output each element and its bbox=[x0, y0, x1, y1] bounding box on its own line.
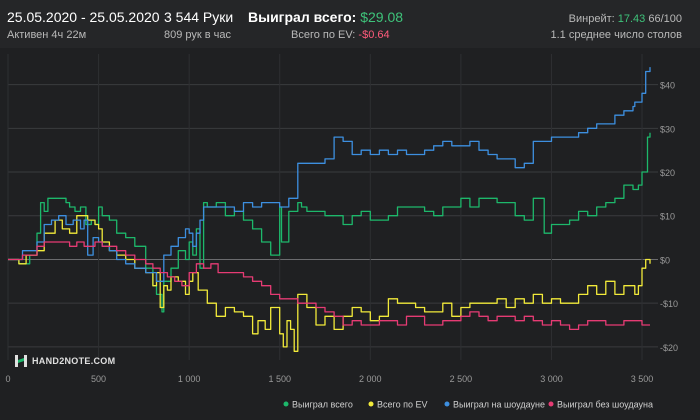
legend-label-ev[interactable]: Всего по EV bbox=[377, 400, 427, 410]
legend-label-won[interactable]: Выиграл всего bbox=[292, 400, 353, 410]
won-total: Выиграл всего: $29.08 bbox=[248, 9, 403, 25]
series-line-nonshowdown[interactable] bbox=[8, 241, 650, 331]
y-tick-label: $10 bbox=[660, 212, 675, 222]
logo: HAND2NOTE.COM bbox=[14, 354, 115, 368]
ev-total: Всего по EV: -$0.64 bbox=[291, 29, 390, 41]
series-line-won[interactable] bbox=[8, 132, 651, 313]
x-tick-label: 3 000 bbox=[540, 374, 563, 384]
y-tick-label: $20 bbox=[660, 168, 675, 178]
won-total-label: Выиграл всего: bbox=[248, 9, 357, 25]
legend-marker-nonshowdown bbox=[548, 401, 554, 407]
chart-legend: Выиграл всего Всего по EV Выиграл на шоуда… bbox=[283, 400, 653, 410]
chart-series bbox=[8, 67, 651, 352]
avg-tables: 1.1 среднее число столов bbox=[550, 29, 682, 41]
winrate-value: 17.43 bbox=[617, 13, 646, 25]
date-range[interactable]: 25.05.2020 - 25.05.2020 bbox=[7, 9, 160, 25]
stats-header: 25.05.2020 - 25.05.2020 Активен 4ч 22м 3… bbox=[0, 0, 700, 48]
x-tick-label: 1 500 bbox=[268, 374, 291, 384]
x-tick-label: 1 000 bbox=[178, 374, 201, 384]
y-axis-labels: $40 $30 $20 $10 $0 -$10 -$20 bbox=[660, 81, 678, 353]
active-time: Активен 4ч 22м bbox=[7, 29, 87, 41]
ev-total-value: -$0.64 bbox=[358, 29, 390, 41]
hand2note-logo-icon bbox=[14, 354, 28, 368]
logo-text: HAND2NOTE.COM bbox=[32, 356, 116, 366]
y-tick-label: $0 bbox=[660, 255, 670, 265]
won-total-value: $29.08 bbox=[360, 9, 404, 25]
legend-label-showdown[interactable]: Выиграл на шоудауне bbox=[453, 400, 545, 410]
y-tick-label: $40 bbox=[660, 81, 675, 91]
chart-area bbox=[0, 48, 700, 420]
legend-marker-showdown bbox=[444, 401, 450, 407]
series-line-ev[interactable] bbox=[8, 215, 651, 352]
legend-label-nonshowdown[interactable]: Выиграл без шоудауна bbox=[557, 400, 653, 410]
chart-grid bbox=[7, 54, 658, 360]
results-chart[interactable]: $40 $30 $20 $10 $0 -$10 -$20 0 500 1 000 1 500 2 0… bbox=[0, 48, 700, 420]
winrate: Винрейт: 17.43 66/100 bbox=[569, 13, 682, 25]
y-tick-label: -$20 bbox=[660, 343, 678, 353]
hands-count: 3 544 Руки bbox=[164, 9, 234, 25]
x-tick-label: 2 500 bbox=[450, 374, 473, 384]
winrate-rest: 66/100 bbox=[648, 13, 682, 25]
legend-marker-won bbox=[283, 401, 289, 407]
x-tick-label: 3 500 bbox=[631, 374, 654, 384]
ev-total-label: Всего по EV: bbox=[291, 29, 356, 41]
winrate-label: Винрейт: bbox=[568, 13, 615, 25]
legend-marker-ev bbox=[368, 401, 374, 407]
hands-per-hour: 809 рук в час bbox=[164, 29, 232, 41]
x-tick-label: 2 000 bbox=[359, 374, 382, 384]
x-tick-label: 0 bbox=[5, 374, 10, 384]
y-tick-label: -$10 bbox=[660, 299, 678, 309]
x-tick-label: 500 bbox=[91, 374, 106, 384]
series-line-showdown[interactable] bbox=[8, 67, 651, 282]
x-axis-labels: 0 500 1 000 1 500 2 000 2 500 3 000 3 500 bbox=[5, 374, 653, 384]
y-tick-label: $30 bbox=[660, 124, 675, 134]
